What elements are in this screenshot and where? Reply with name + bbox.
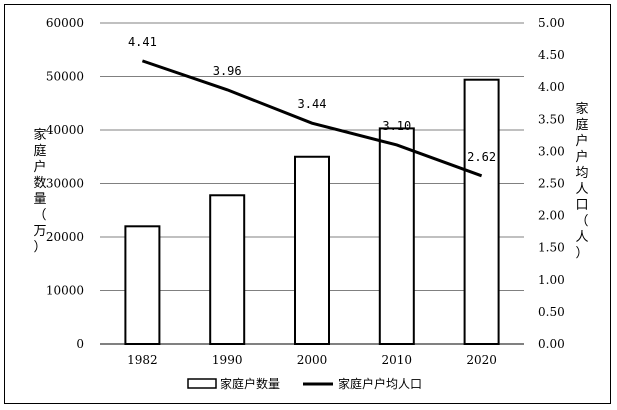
- bar: [124, 225, 161, 345]
- y-right-tick-label: 2.50: [538, 177, 565, 191]
- avg-line: [141, 59, 483, 178]
- y-right-title-char: ）: [575, 246, 588, 261]
- bar: [378, 127, 415, 345]
- axes: 0 10000 20000 30000 40000 50000 60000 0.00 0.50 1…: [46, 16, 565, 367]
- y-left-title-char: 万: [33, 224, 46, 239]
- chart-frame: [4, 4, 611, 404]
- y-right-title-char: 口: [575, 198, 588, 213]
- x-tick-label: 1982: [127, 353, 158, 367]
- data-label: 4.41: [128, 35, 157, 49]
- data-label: 3.44: [298, 97, 327, 111]
- data-label: 3.96: [213, 64, 242, 78]
- bar: [209, 194, 246, 345]
- grid-lines: [100, 22, 524, 291]
- y-left-title-char: 数: [33, 176, 46, 191]
- x-tick-label: 2000: [297, 353, 328, 367]
- y-left-tick-label: 50000: [46, 70, 84, 84]
- y-right-tick-label: 3.50: [538, 112, 565, 126]
- y-right-tick-label: 4.50: [538, 48, 565, 62]
- y-right-tick-label: 4.00: [538, 80, 565, 94]
- x-tick-label: 2010: [382, 353, 413, 367]
- legend: 家庭户数量 家庭户户均人口: [187, 376, 422, 391]
- y-right-title-char: 均: [575, 166, 588, 181]
- y-right-tick-label: 2.00: [538, 209, 565, 223]
- legend-line-label: 家庭户户均人口: [338, 376, 422, 391]
- y-right-title-char: 人: [575, 230, 588, 245]
- y-right-title-char: 家: [575, 101, 588, 117]
- y-right-tick-label: 1.00: [538, 273, 565, 287]
- y-left-tick-label: 60000: [46, 16, 84, 30]
- legend-bar-swatch: [187, 378, 217, 389]
- y-right-title-char: 庭: [575, 117, 588, 133]
- y-left-title-char: 家: [33, 127, 46, 143]
- y-right-tick-label: 3.00: [538, 144, 565, 158]
- bar: [294, 155, 330, 345]
- bar: [463, 78, 500, 346]
- legend-bar-label: 家庭户数量: [220, 376, 280, 391]
- y-left-tick-label: 10000: [46, 284, 84, 298]
- y-left-tick-label: 20000: [46, 230, 84, 244]
- y-right-tick-label: 5.00: [538, 16, 565, 30]
- y-right-tick-label: 0.00: [538, 337, 565, 351]
- y-left-tick-label: 30000: [46, 177, 84, 191]
- y-left-title-char: 庭: [33, 143, 46, 159]
- x-tick-label: 2020: [466, 353, 497, 367]
- y-right-tick-label: 1.50: [538, 241, 565, 255]
- y-left-title-char: 量: [33, 192, 46, 207]
- series-line: [141, 59, 483, 178]
- y-left-title-char: ）: [33, 240, 46, 255]
- y-right-title-char: 人: [575, 182, 588, 197]
- y-right-tick-label: 0.50: [538, 305, 565, 319]
- y-right-title-char: 户: [575, 133, 588, 149]
- x-tick-label: 1990: [212, 353, 243, 367]
- y-left-title-char: （: [33, 208, 46, 223]
- data-label: 2.62: [467, 150, 496, 164]
- bars: [124, 78, 500, 346]
- y-right-title-char: 户: [575, 149, 588, 165]
- y-left-tick-label: 40000: [46, 123, 84, 137]
- y-right-title-char: （: [575, 214, 588, 229]
- y-left-tick-label: 0: [76, 337, 84, 351]
- data-label: 3.10: [382, 119, 411, 133]
- y-left-title-char: 户: [33, 159, 46, 175]
